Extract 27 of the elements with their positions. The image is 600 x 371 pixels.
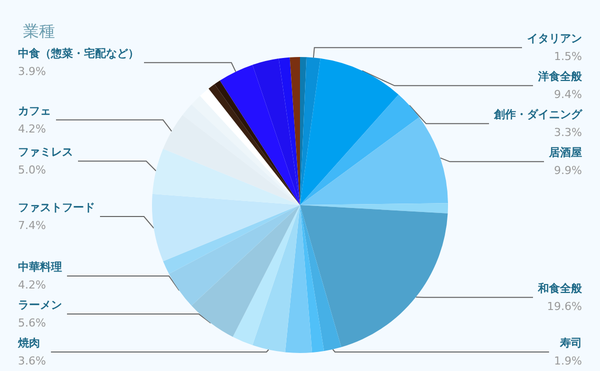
data-label: 3.6%	[18, 354, 46, 368]
slice-label: 創作・ダイニング	[493, 108, 583, 122]
data-label: 1.9%	[554, 354, 582, 368]
data-label: 5.0%	[18, 164, 46, 177]
slice-label: 中華料理	[18, 260, 62, 274]
data-label: 9.4%	[554, 88, 582, 102]
slice-label: カフェ	[18, 104, 51, 118]
data-label: 5.6%	[18, 316, 46, 330]
data-label: 3.9%	[18, 65, 46, 78]
slice-label: 居酒屋	[548, 146, 582, 160]
slice-label: 中食（惣菜・宅配など）	[18, 47, 139, 60]
slice-label: 寿司	[559, 336, 582, 350]
data-label: 19.6%	[547, 300, 582, 313]
slice-label: ラーメン	[18, 298, 62, 312]
slice-label: イタリアン	[527, 32, 582, 46]
data-label: 1.5%	[554, 50, 582, 64]
slice-label: 洋食全般	[537, 70, 583, 84]
data-label: 4.2%	[18, 122, 46, 136]
data-label: 3.3%	[554, 126, 582, 140]
slice-label: 和食全般	[537, 282, 583, 295]
chart-title: 業種	[23, 22, 55, 40]
slice-label: 焼肉	[17, 336, 40, 350]
slice-label: ファストフード	[18, 201, 95, 214]
data-label: 4.2%	[18, 278, 46, 292]
data-label: 7.4%	[18, 219, 46, 232]
data-label: 9.9%	[554, 164, 582, 178]
slice-label: ファミレス	[18, 146, 73, 159]
